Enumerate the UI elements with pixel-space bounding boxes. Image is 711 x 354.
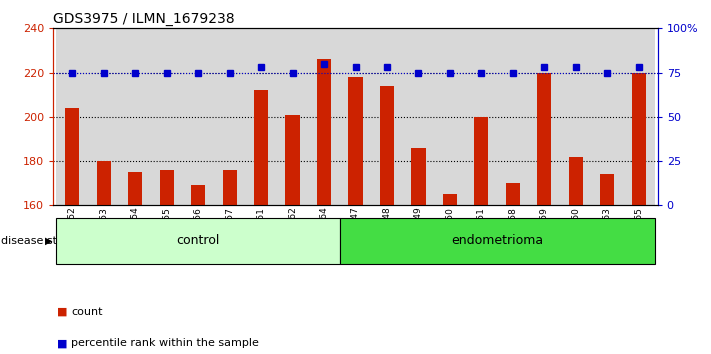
Bar <box>214 28 245 205</box>
Bar <box>245 28 277 205</box>
Bar <box>191 185 205 205</box>
Text: endometrioma: endometrioma <box>451 234 543 247</box>
Text: ▶: ▶ <box>45 236 53 246</box>
Text: disease state: disease state <box>1 236 75 246</box>
Bar <box>254 90 268 205</box>
Bar <box>538 73 552 205</box>
Bar <box>348 77 363 205</box>
Text: GDS3975 / ILMN_1679238: GDS3975 / ILMN_1679238 <box>53 12 235 26</box>
Bar <box>434 28 466 205</box>
Bar <box>309 28 340 205</box>
Bar <box>97 161 111 205</box>
Text: ■: ■ <box>57 338 68 348</box>
Bar <box>631 73 646 205</box>
Bar <box>380 86 394 205</box>
Bar <box>371 28 402 205</box>
Bar <box>56 28 88 205</box>
Bar <box>466 28 497 205</box>
Bar <box>497 28 528 205</box>
Text: control: control <box>176 234 220 247</box>
Text: percentile rank within the sample: percentile rank within the sample <box>71 338 259 348</box>
Bar <box>119 28 151 205</box>
Bar <box>151 28 183 205</box>
Bar <box>317 59 331 205</box>
Bar <box>285 115 299 205</box>
Bar <box>128 172 142 205</box>
Bar <box>623 28 655 205</box>
Bar <box>88 28 119 205</box>
Bar <box>528 28 560 205</box>
Bar <box>412 148 426 205</box>
Bar <box>474 117 488 205</box>
Bar <box>600 175 614 205</box>
Text: count: count <box>71 307 102 316</box>
Bar <box>223 170 237 205</box>
Bar <box>560 28 592 205</box>
Bar <box>183 28 214 205</box>
Bar <box>506 183 520 205</box>
Bar <box>402 28 434 205</box>
Bar <box>159 170 173 205</box>
Bar <box>65 108 80 205</box>
Bar <box>443 194 457 205</box>
Bar <box>569 156 583 205</box>
Bar <box>277 28 309 205</box>
Bar <box>592 28 623 205</box>
Text: ■: ■ <box>57 307 68 316</box>
Bar <box>340 28 371 205</box>
